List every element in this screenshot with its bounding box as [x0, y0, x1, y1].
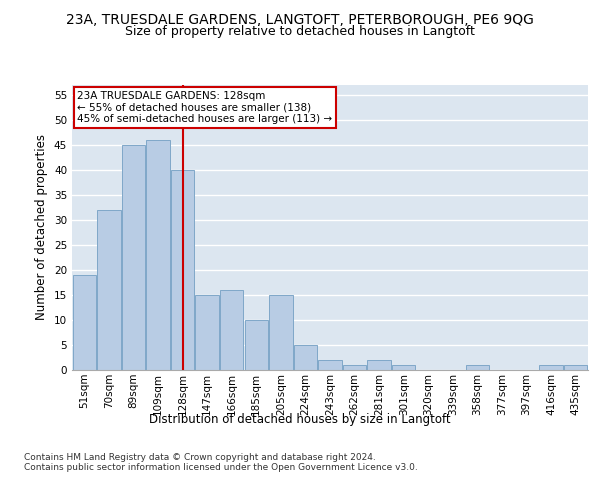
Bar	[97, 210, 121, 370]
Bar	[294, 345, 317, 370]
Bar	[319, 360, 341, 370]
Bar	[171, 170, 194, 370]
Text: Contains HM Land Registry data © Crown copyright and database right 2024.
Contai: Contains HM Land Registry data © Crown c…	[24, 452, 418, 472]
Bar	[245, 320, 268, 370]
Bar	[367, 360, 391, 370]
Y-axis label: Number of detached properties: Number of detached properties	[35, 134, 49, 320]
Text: 23A, TRUESDALE GARDENS, LANGTOFT, PETERBOROUGH, PE6 9QG: 23A, TRUESDALE GARDENS, LANGTOFT, PETERB…	[66, 12, 534, 26]
Bar	[539, 365, 563, 370]
Bar	[122, 145, 145, 370]
Bar	[73, 275, 96, 370]
Bar	[269, 295, 293, 370]
Text: 23A TRUESDALE GARDENS: 128sqm
← 55% of detached houses are smaller (138)
45% of : 23A TRUESDALE GARDENS: 128sqm ← 55% of d…	[77, 90, 332, 124]
Bar	[220, 290, 244, 370]
Bar	[392, 365, 415, 370]
Bar	[196, 295, 219, 370]
Bar	[466, 365, 489, 370]
Bar	[343, 365, 366, 370]
Bar	[146, 140, 170, 370]
Text: Distribution of detached houses by size in Langtoft: Distribution of detached houses by size …	[149, 412, 451, 426]
Bar	[564, 365, 587, 370]
Text: Size of property relative to detached houses in Langtoft: Size of property relative to detached ho…	[125, 25, 475, 38]
